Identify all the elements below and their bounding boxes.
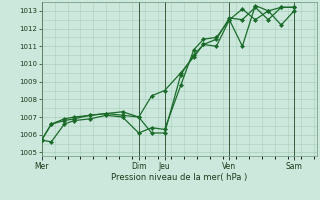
- X-axis label: Pression niveau de la mer( hPa ): Pression niveau de la mer( hPa ): [111, 173, 247, 182]
